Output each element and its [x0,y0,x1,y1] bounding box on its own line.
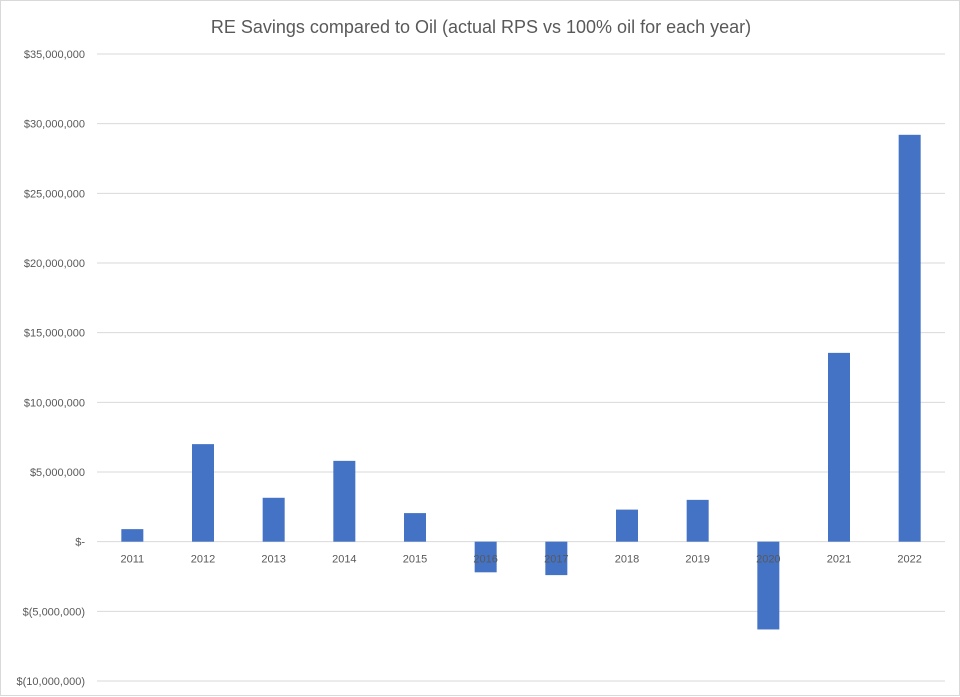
bar-2017 [545,541,568,576]
bars [121,134,921,630]
chart-title: RE Savings compared to Oil (actual RPS v… [211,17,751,37]
y-tick-label: $25,000,000 [24,188,85,200]
y-tick-label: $30,000,000 [24,119,85,131]
bar-2020 [757,541,780,630]
x-tick-label-2014: 2014 [332,554,356,566]
y-tick-label: $- [75,537,85,549]
x-axis-labels: 2011 2012 2013 2014 2015 2016 2017 2018 2019 2020… [121,554,922,566]
x-tick-label-2016: 2016 [473,554,497,566]
gridlines [97,53,945,682]
x-tick-label-2019: 2019 [685,554,709,566]
y-tick-label: $15,000,000 [24,328,85,340]
bar-2012 [192,444,214,542]
bar-2018 [616,509,638,542]
y-tick-label: $35,000,000 [24,49,85,61]
x-tick-label-2011: 2011 [121,554,145,566]
x-tick-label-2015: 2015 [403,554,427,566]
y-tick-label: $(5,000,000) [23,606,85,618]
y-tick-label: $(10,000,000) [17,676,86,688]
bar-2013 [262,497,285,542]
bar-2015 [404,513,426,542]
bar-2011 [121,529,144,542]
bar-2019 [686,499,709,542]
x-tick-label-2012: 2012 [191,554,215,566]
y-axis-labels: $35,000,000 $30,000,000 $25,000,000 $20,000… [17,49,86,688]
y-tick-label: $5,000,000 [30,467,85,479]
x-tick-label-2018: 2018 [615,554,639,566]
bar-2016 [474,541,497,573]
x-tick-label-2020: 2020 [756,554,780,566]
x-tick-label-2021: 2021 [827,554,851,566]
bar-2014 [333,460,356,542]
bar-2021 [828,352,850,542]
y-tick-label: $10,000,000 [24,397,85,409]
x-tick-label-2013: 2013 [261,554,285,566]
x-tick-label-2017: 2017 [544,554,568,566]
x-tick-label-2022: 2022 [897,554,921,566]
y-tick-label: $20,000,000 [24,258,85,270]
bar-2022 [898,134,921,542]
